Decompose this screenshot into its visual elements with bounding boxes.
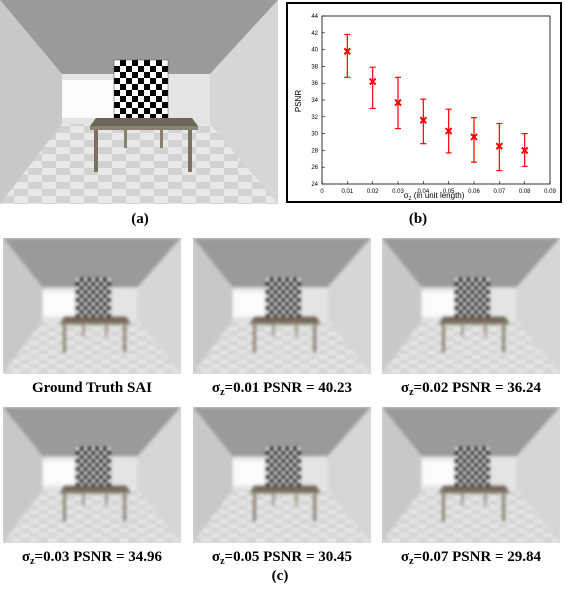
panel-label-c: (c) xyxy=(271,568,289,584)
x-tick-label: 0 xyxy=(320,189,324,195)
scene-illustration xyxy=(0,0,278,204)
sai-render-4 xyxy=(3,407,181,543)
sai-render-6 xyxy=(382,407,560,543)
data-point-errorbar xyxy=(394,76,402,130)
chart-xlabel-rest: (in unit length) xyxy=(412,191,465,200)
sai-caption-3: σz=0.02 PSNR = 36.24 xyxy=(372,380,565,398)
data-point-marker xyxy=(520,146,529,155)
caption-value: =0.03 PSNR = 34.96 xyxy=(34,549,163,565)
scene-illustration xyxy=(382,238,560,374)
caption-prefix: σ xyxy=(21,549,31,565)
sai-caption-4: σz=0.03 PSNR = 34.96 xyxy=(0,549,191,567)
y-tick-label: 30 xyxy=(311,132,318,138)
y-tick-label: 26 xyxy=(311,165,318,171)
data-point-errorbar xyxy=(470,117,478,163)
y-tick-label: 28 xyxy=(311,148,318,154)
x-tick-label: 0.05 xyxy=(443,189,455,195)
caption-value: =0.01 PSNR = 40.23 xyxy=(224,380,353,396)
data-point-marker xyxy=(343,47,352,55)
caption-sigma-sub: z xyxy=(409,556,414,567)
data-point-marker xyxy=(394,98,402,107)
sai-render-3 xyxy=(382,238,560,374)
data-point-marker xyxy=(495,142,504,150)
y-tick-label: 32 xyxy=(311,115,318,121)
data-point-marker xyxy=(419,116,428,124)
caption-prefix: Ground Truth SAI xyxy=(31,380,153,396)
caption-prefix: σ xyxy=(211,380,221,396)
x-tick-label: 0.07 xyxy=(493,189,505,195)
scene-illustration xyxy=(382,407,560,543)
caption-prefix: σ xyxy=(400,380,410,396)
y-tick-label: 38 xyxy=(311,64,318,70)
x-tick-label: 0.04 xyxy=(417,189,429,195)
x-tick-label: 0.03 xyxy=(392,189,404,195)
psnr-chart-svg: 0 0.01 0.02 0.03 0.04 0.05 0.06 0.07 0.08 0.09 24 2… xyxy=(294,14,556,202)
caption-value: =0.07 PSNR = 29.84 xyxy=(413,549,542,565)
chart-plot-area xyxy=(321,15,551,185)
x-tick-label: 0.09 xyxy=(544,189,556,195)
scene-illustration xyxy=(193,407,371,543)
panel-label-a: (a) xyxy=(131,211,149,227)
sai-caption-5: σz=0.05 PSNR = 30.45 xyxy=(183,549,381,567)
x-tick-label: 0.02 xyxy=(367,189,379,195)
caption-prefix: σ xyxy=(400,549,410,565)
data-point-errorbar xyxy=(520,133,529,167)
data-point-marker xyxy=(470,133,478,141)
y-tick-label: 34 xyxy=(311,98,318,104)
data-point-errorbar xyxy=(343,33,352,78)
scene-illustration xyxy=(3,407,181,543)
data-point-errorbar xyxy=(419,98,428,145)
sai-caption-2: σz=0.01 PSNR = 40.23 xyxy=(183,380,381,398)
sai-caption-1: Ground Truth SAI xyxy=(0,380,191,398)
data-point-marker xyxy=(368,77,377,86)
data-point-errorbar xyxy=(368,66,377,110)
data-point-errorbar xyxy=(495,122,504,172)
chart-xlabel: σz (in unit length) xyxy=(404,191,465,201)
sai-render-2 xyxy=(193,238,371,374)
caption-sigma-sub: z xyxy=(220,556,225,567)
sai-render-1 xyxy=(3,238,181,374)
x-tick-label: 0.01 xyxy=(341,189,353,195)
y-tick-label: 24 xyxy=(311,182,318,188)
data-point-errorbar xyxy=(444,108,453,154)
psnr-chart: 0 0.01 0.02 0.03 0.04 0.05 0.06 0.07 0.08 0.09 24 2… xyxy=(286,2,562,203)
y-tick-label: 44 xyxy=(311,14,318,20)
caption-prefix: σ xyxy=(211,549,221,565)
sai-render-5 xyxy=(193,407,371,543)
x-tick-label: 0.06 xyxy=(468,189,480,195)
scene-illustration xyxy=(3,238,181,374)
y-tick-label: 36 xyxy=(311,81,318,87)
caption-sigma-sub: z xyxy=(30,556,35,567)
data-point-marker xyxy=(444,127,453,135)
y-tick-label: 40 xyxy=(311,48,318,54)
caption-sigma-sub: z xyxy=(409,387,414,398)
scene-illustration xyxy=(193,238,371,374)
caption-value: =0.05 PSNR = 30.45 xyxy=(224,549,353,565)
sai-caption-6: σz=0.07 PSNR = 29.84 xyxy=(372,549,565,567)
scene-render-sharp xyxy=(0,0,278,204)
caption-sigma-sub: z xyxy=(220,387,225,398)
chart-ylabel: PSNR xyxy=(294,90,303,112)
y-tick-label: 42 xyxy=(311,31,318,37)
chart-xlabel-sigma: σ xyxy=(404,191,409,200)
x-tick-label: 0.08 xyxy=(519,189,531,195)
caption-value: =0.02 PSNR = 36.24 xyxy=(413,380,542,396)
panel-label-b: (b) xyxy=(408,211,428,227)
chart-xlabel-sub: z xyxy=(409,196,412,201)
